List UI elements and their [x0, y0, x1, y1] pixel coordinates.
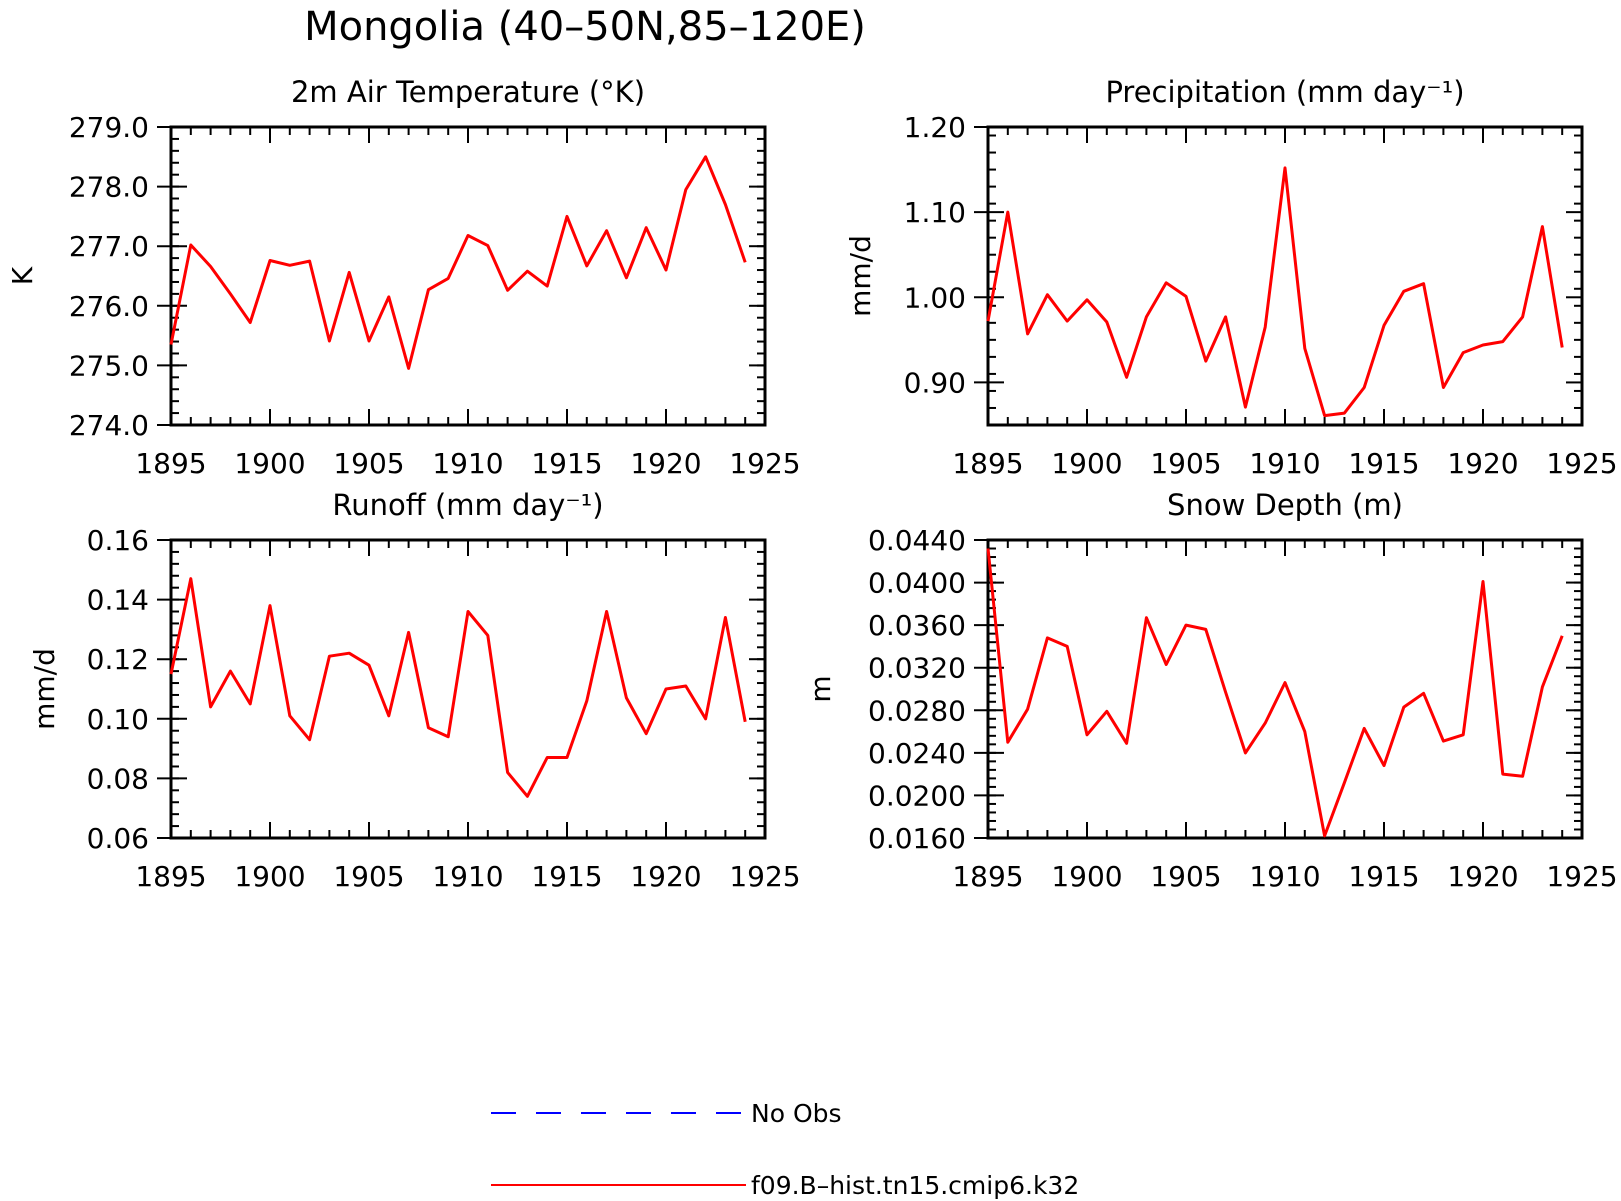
x-tick-label: 1895 [952, 860, 1023, 893]
y-tick-label: 1.00 [904, 281, 966, 314]
series-line-model [986, 548, 1564, 838]
y-axis-label: m [804, 675, 837, 702]
panel-air-temperature: 2m Air Temperature (°K) K 1895 1900 1905 1910… [6, 75, 801, 480]
x-tick-label: 1920 [630, 447, 701, 480]
y-tick-label: 0.10 [87, 703, 149, 736]
panel-snow-depth: Snow Depth (m) m 1895 1900 1905 1910 1915 1920 1… [804, 488, 1618, 893]
x-tick-label: 1910 [1249, 860, 1320, 893]
x-tick-label: 1925 [1546, 860, 1617, 893]
y-tick-label: 1.20 [904, 111, 966, 144]
plot-frame [169, 538, 767, 840]
x-tick-label: 1900 [234, 860, 305, 893]
y-tick-label: 0.90 [904, 366, 966, 399]
x-tick-label: 1905 [333, 860, 404, 893]
x-tick-label: 1910 [432, 860, 503, 893]
x-tick-label: 1915 [1348, 447, 1419, 480]
panel-title: Precipitation (mm day⁻¹) [1105, 75, 1464, 109]
panel-runoff: Runoff (mm day⁻¹) mm/d 1895 1900 1905 1910 191… [28, 488, 801, 893]
x-tick-label: 1925 [729, 447, 800, 480]
x-tick-label: 1925 [1546, 447, 1617, 480]
x-tick-label: 1895 [135, 447, 206, 480]
y-tick-label: 0.06 [87, 822, 149, 855]
y-tick-label: 277.0 [69, 230, 149, 263]
panels: 2m Air Temperature (°K) K 1895 1900 1905 1910… [6, 75, 1618, 893]
x-tick-label: 1900 [1051, 860, 1122, 893]
y-axis-label: mm/d [844, 235, 877, 317]
y-tick-label: 279.0 [69, 111, 149, 144]
y-tick-label: 275.0 [69, 349, 149, 382]
panel-precipitation: Precipitation (mm day⁻¹) mm/d 1895 1900 1905… [844, 75, 1618, 480]
legend-label-model: f09.B–hist.tn15.cmip6.k32 [751, 1171, 1079, 1200]
y-tick-label: 0.0360 [868, 609, 966, 642]
y-tick-label: 0.16 [87, 524, 149, 557]
x-tick-label: 1915 [1348, 860, 1419, 893]
series-line-model [169, 577, 747, 798]
plot-frame [986, 538, 1584, 840]
y-axis-label: mm/d [28, 648, 61, 730]
plot-frame [986, 125, 1584, 427]
y-tick-label: 0.0200 [868, 779, 966, 812]
plot-frame [169, 125, 767, 427]
y-tick-label: 278.0 [69, 171, 149, 204]
y-tick-label: 0.14 [87, 584, 149, 617]
series-line-model [169, 155, 747, 370]
x-tick-label: 1915 [531, 860, 602, 893]
x-tick-label: 1905 [333, 447, 404, 480]
x-tick-label: 1920 [1447, 860, 1518, 893]
y-tick-label: 0.0320 [868, 652, 966, 685]
y-axis-label: K [6, 266, 39, 285]
x-tick-label: 1905 [1150, 860, 1221, 893]
x-tick-label: 1910 [1249, 447, 1320, 480]
x-tick-label: 1895 [952, 447, 1023, 480]
x-tick-label: 1900 [234, 447, 305, 480]
y-tick-label: 276.0 [69, 290, 149, 323]
x-tick-label: 1920 [630, 860, 701, 893]
x-tick-label: 1900 [1051, 447, 1122, 480]
x-tick-label: 1915 [531, 447, 602, 480]
series-line-model [986, 166, 1564, 418]
x-tick-label: 1910 [432, 447, 503, 480]
y-tick-label: 274.0 [69, 409, 149, 442]
panel-title: Runoff (mm day⁻¹) [332, 488, 603, 522]
y-tick-label: 0.0440 [868, 524, 966, 557]
y-tick-label: 0.12 [87, 643, 149, 676]
y-tick-label: 0.0160 [868, 822, 966, 855]
x-tick-label: 1895 [135, 860, 206, 893]
x-tick-label: 1905 [1150, 447, 1221, 480]
legend: No Obs f09.B–hist.tn15.cmip6.k32 [491, 1099, 1079, 1200]
figure-title: Mongolia (40–50N,85–120E) [304, 4, 866, 50]
x-tick-label: 1920 [1447, 447, 1518, 480]
y-tick-label: 0.0400 [868, 567, 966, 600]
y-tick-label: 1.10 [904, 196, 966, 229]
legend-label-obs: No Obs [751, 1099, 842, 1128]
y-tick-label: 0.0240 [868, 737, 966, 770]
panel-title: Snow Depth (m) [1167, 488, 1403, 522]
y-tick-label: 0.0280 [868, 694, 966, 727]
y-tick-label: 0.08 [87, 762, 149, 795]
panel-title: 2m Air Temperature (°K) [291, 75, 645, 109]
x-tick-label: 1925 [729, 860, 800, 893]
